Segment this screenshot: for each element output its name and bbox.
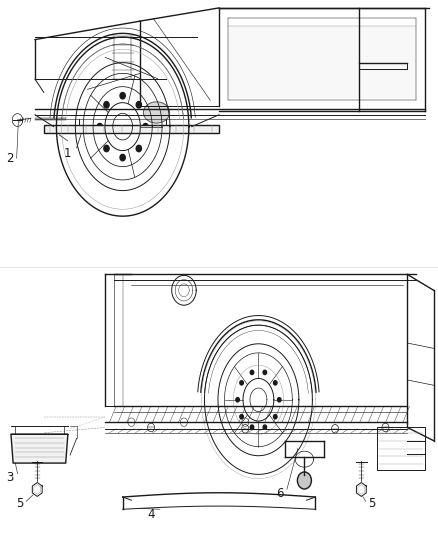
- Circle shape: [120, 155, 125, 161]
- Circle shape: [250, 425, 254, 429]
- Circle shape: [273, 381, 277, 385]
- Polygon shape: [11, 434, 68, 463]
- Ellipse shape: [143, 102, 170, 123]
- Text: 1: 1: [64, 147, 72, 159]
- Circle shape: [97, 124, 102, 130]
- Circle shape: [297, 472, 311, 489]
- Text: 6: 6: [276, 487, 284, 500]
- FancyBboxPatch shape: [228, 26, 416, 98]
- Polygon shape: [357, 482, 366, 496]
- Circle shape: [240, 415, 244, 419]
- Circle shape: [148, 423, 155, 432]
- Circle shape: [382, 423, 389, 432]
- Text: 4: 4: [147, 508, 155, 521]
- Polygon shape: [32, 482, 42, 496]
- Circle shape: [104, 102, 109, 108]
- Circle shape: [240, 381, 244, 385]
- Text: 5: 5: [369, 497, 376, 511]
- Circle shape: [332, 424, 339, 433]
- Circle shape: [242, 424, 249, 433]
- Circle shape: [250, 370, 254, 375]
- Circle shape: [143, 124, 148, 130]
- Circle shape: [120, 93, 125, 99]
- FancyBboxPatch shape: [44, 125, 219, 133]
- Text: 2: 2: [6, 152, 14, 165]
- Circle shape: [236, 398, 239, 402]
- Circle shape: [278, 398, 281, 402]
- Text: 5: 5: [16, 497, 23, 511]
- Text: 3: 3: [6, 471, 13, 484]
- Circle shape: [104, 146, 109, 152]
- Circle shape: [263, 425, 267, 429]
- Circle shape: [263, 370, 267, 375]
- Circle shape: [136, 102, 141, 108]
- Circle shape: [273, 415, 277, 419]
- Circle shape: [136, 146, 141, 152]
